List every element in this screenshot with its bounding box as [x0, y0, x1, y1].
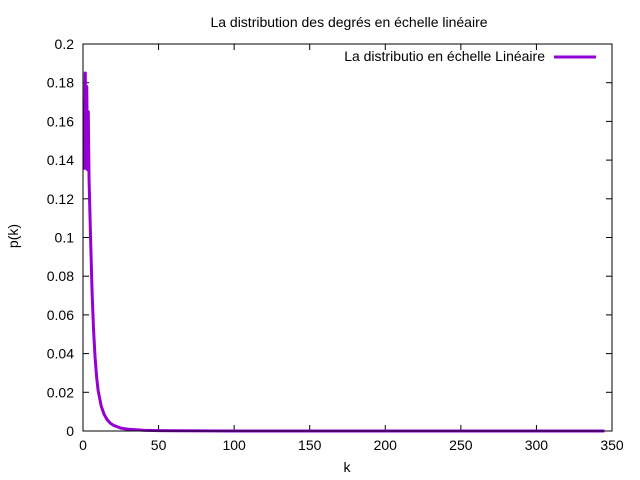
- x-tick-label: 200: [374, 437, 398, 453]
- legend-label: La distributio en échelle Linéaire: [344, 48, 545, 64]
- chart-title: La distribution des degrés en échelle li…: [210, 14, 487, 30]
- series-line: [83, 71, 605, 433]
- plot-series: [83, 71, 605, 433]
- y-tick-label: 0.18: [47, 75, 74, 91]
- x-tick-label: 0: [79, 437, 87, 453]
- x-tick-label: 150: [298, 437, 322, 453]
- axis-ticks: 0 50 100 150 200 250 300 350 0 0.02 0.04 0.06 0.08 0.…: [47, 36, 624, 453]
- y-tick-label: 0.16: [47, 113, 74, 129]
- y-axis-label: p(k): [5, 224, 21, 248]
- y-tick-label: 0.12: [47, 191, 74, 207]
- x-tick-label: 50: [151, 437, 167, 453]
- y-tick-label: 0.08: [47, 268, 74, 284]
- plot-frame: [82, 43, 613, 432]
- x-tick-label: 350: [600, 437, 624, 453]
- x-axis-label: k: [344, 459, 352, 475]
- y-tick-label: 0.02: [47, 384, 74, 400]
- legend: La distributio en échelle Linéaire: [344, 48, 596, 64]
- x-tick-label: 100: [222, 437, 246, 453]
- y-tick-label: 0: [66, 423, 74, 439]
- y-tick-label: 0.04: [47, 346, 74, 362]
- y-tick-label: 0.14: [47, 152, 74, 168]
- y-tick-label: 0.06: [47, 307, 74, 323]
- x-tick-label: 250: [449, 437, 473, 453]
- x-tick-label: 300: [525, 437, 549, 453]
- y-tick-label: 0.1: [55, 230, 75, 246]
- y-tick-label: 0.2: [55, 36, 75, 52]
